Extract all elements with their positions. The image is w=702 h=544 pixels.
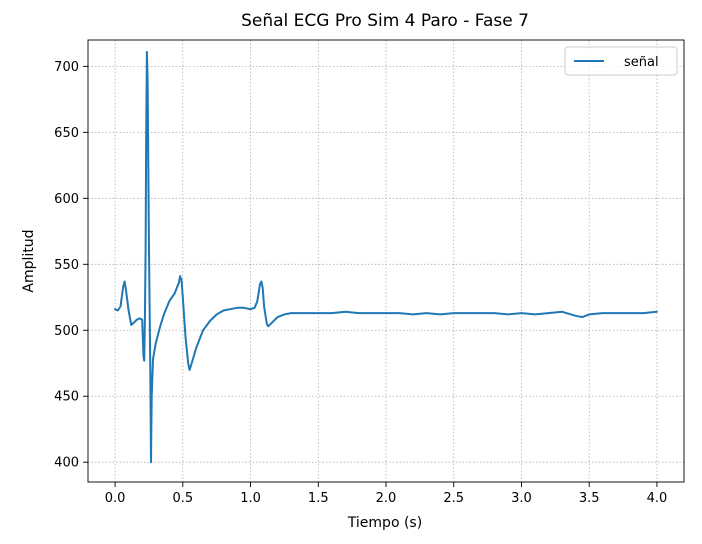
y-tick-label: 700 [54, 60, 79, 75]
series-lines [114, 50, 658, 464]
y-tick-label: 500 [54, 324, 79, 339]
x-tick-label: 2.5 [443, 491, 464, 506]
x-tick-label: 2.0 [376, 491, 397, 506]
y-axis-label: Amplitud [21, 229, 37, 292]
x-tick-label: 3.0 [511, 491, 532, 506]
grid-lines [88, 40, 684, 482]
axis-ticks: 0.0 0.5 1.0 1.5 2.0 2.5 3.0 3.5 4.0 400 450 500 550 6… [54, 60, 667, 506]
y-tick-label: 550 [54, 258, 79, 273]
y-tick-label: 650 [54, 126, 79, 141]
x-axis-label: Tiempo (s) [347, 515, 422, 531]
series-line-senal [114, 50, 658, 464]
y-tick-label: 400 [54, 456, 79, 471]
y-tick-label: 600 [54, 192, 79, 207]
chart-title: Señal ECG Pro Sim 4 Paro - Fase 7 [241, 11, 529, 31]
x-tick-label: 0.5 [172, 491, 193, 506]
y-tick-label: 450 [54, 390, 79, 405]
x-tick-label: 0.0 [105, 491, 126, 506]
legend-label-senal: señal [624, 55, 659, 70]
legend: señal [564, 46, 678, 76]
x-tick-label: 1.0 [240, 491, 261, 506]
x-tick-label: 3.5 [579, 491, 600, 506]
legend-box [564, 46, 678, 76]
plot-frame [87, 39, 685, 483]
x-tick-label: 1.5 [308, 491, 329, 506]
x-tick-label: 4.0 [647, 491, 668, 506]
